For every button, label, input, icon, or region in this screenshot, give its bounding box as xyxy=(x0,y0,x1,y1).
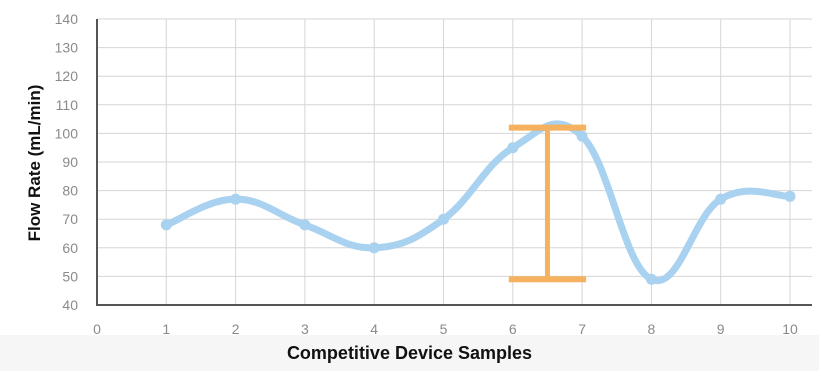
x-tick-label: 10 xyxy=(782,321,798,337)
tick-label-layer: 40 50 60 70 80 90 100 110 120 130 140 0 1 2 3 4 5 6 7 8 9 10 xyxy=(55,11,798,337)
x-tick-label: 0 xyxy=(93,321,101,337)
data-point xyxy=(368,242,380,254)
y-axis-label: Flow Rate (mL/min) xyxy=(25,85,44,242)
data-point xyxy=(576,130,588,142)
y-tick-label: 70 xyxy=(62,211,78,227)
y-tick-label: 60 xyxy=(62,240,78,256)
x-tick-label: 6 xyxy=(509,321,517,337)
data-point xyxy=(507,142,519,154)
x-axis-label: Competitive Device Samples xyxy=(286,343,533,363)
x-tick-label: 1 xyxy=(162,321,170,337)
y-tick-label: 40 xyxy=(62,297,78,313)
data-point xyxy=(645,273,657,285)
x-tick-label: 5 xyxy=(440,321,448,337)
x-tick-label: 3 xyxy=(301,321,309,337)
data-point xyxy=(230,193,242,205)
x-tick-label: 9 xyxy=(717,321,725,337)
series-layer xyxy=(160,120,796,285)
range-marker-layer xyxy=(508,124,587,283)
series-line xyxy=(162,120,794,285)
y-tick-label: 130 xyxy=(55,40,79,56)
axis-layer xyxy=(96,19,812,306)
y-tick-label: 80 xyxy=(62,183,78,199)
y-tick-label: 140 xyxy=(55,11,79,27)
y-tick-label: 50 xyxy=(62,268,78,284)
data-point xyxy=(784,190,796,202)
y-tick-label: 110 xyxy=(56,97,79,113)
data-point xyxy=(160,219,172,231)
grid-layer xyxy=(97,18,812,305)
y-tick-label: 100 xyxy=(55,125,79,141)
x-tick-label: 2 xyxy=(232,321,240,337)
x-tick-label: 8 xyxy=(648,321,656,337)
footer-band xyxy=(0,335,819,371)
data-point xyxy=(299,219,311,231)
data-point xyxy=(438,213,449,225)
y-tick-label: 120 xyxy=(55,68,79,84)
x-tick-label: 7 xyxy=(578,321,586,337)
y-tick-label: 90 xyxy=(62,154,78,170)
x-tick-label: 4 xyxy=(370,321,378,337)
data-point xyxy=(715,193,727,205)
